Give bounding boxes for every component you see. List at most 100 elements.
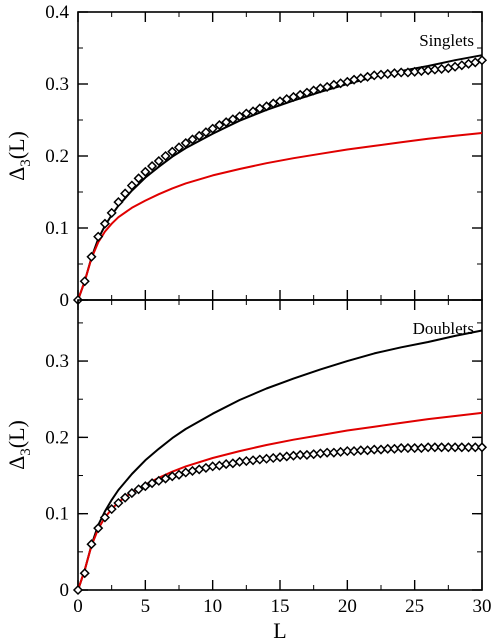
y-tick-label: 0.2 [45, 146, 69, 167]
y-tick-label: 0 [60, 290, 70, 311]
y-axis-label-main: Δ [4, 167, 29, 181]
diamond-marker [396, 442, 407, 454]
diamond-marker [402, 442, 413, 454]
y-axis-label: Δ3(L) [4, 420, 34, 470]
diamond-marker [450, 442, 461, 453]
x-tick-label: 0 [73, 596, 83, 617]
y-tick-label: 0.3 [45, 351, 69, 372]
diamond-marker [214, 119, 225, 131]
diamond-marker [227, 458, 238, 469]
diamond-marker [470, 442, 481, 453]
diamond-marker [120, 188, 131, 199]
diamond-marker [295, 449, 306, 460]
diamond-marker [214, 460, 225, 471]
diamond-marker [369, 444, 380, 455]
diamond-marker [79, 568, 90, 579]
diamond-marker [153, 155, 164, 167]
y-axis-label: Δ3(L) [4, 131, 34, 181]
diamond-marker [187, 465, 198, 477]
diamond-marker [93, 231, 104, 242]
x-tick-label: 15 [271, 596, 290, 617]
diamond-marker [382, 443, 393, 454]
x-tick-label: 5 [141, 596, 151, 617]
diamond-marker [227, 114, 238, 125]
diamond-marker [99, 512, 110, 523]
singlets-panel: 0 0.1 0.2 0.3 0.4 Δ3(L) Singlets [4, 2, 488, 311]
red-curve [77, 411, 483, 591]
diamond-marker [234, 111, 245, 122]
y-axis-label-tail: (L) [4, 420, 29, 448]
panel-label: Doublets [413, 319, 474, 338]
diamond-marker [113, 497, 124, 509]
diamond-marker [476, 55, 488, 66]
diamond-marker [113, 197, 124, 208]
diamond-marker [79, 276, 90, 287]
y-tick-label: 0 [60, 580, 70, 601]
diamond-marker [126, 488, 137, 499]
diamond-marker [200, 462, 211, 473]
diamond-marker [200, 127, 211, 138]
y-axis-label-tail: (L) [4, 131, 29, 159]
diamond-marker [450, 61, 461, 72]
diamond-marker [443, 442, 454, 453]
diamond-marker [106, 504, 117, 515]
diamond-marker [160, 150, 171, 162]
diamond-marker [322, 447, 333, 458]
diamond-marker [93, 523, 104, 534]
diamond-series [72, 442, 488, 596]
y-axis-label-main: Δ [4, 456, 29, 470]
diamond-marker [173, 142, 185, 153]
diamond-marker [463, 58, 474, 69]
diamond-marker [140, 481, 151, 492]
diamond-marker [429, 442, 440, 453]
diamond-marker [99, 218, 110, 229]
diamond-marker [147, 161, 158, 172]
diamond-marker [436, 442, 447, 453]
diamond-marker [194, 464, 205, 475]
diamond-marker [207, 123, 218, 134]
diamond-marker [106, 207, 117, 218]
diamond-marker [187, 134, 198, 145]
x-tick-label: 20 [338, 596, 357, 617]
y-tick-label: 0.1 [45, 504, 69, 525]
red-curve [77, 132, 483, 301]
x-tick-label: 30 [473, 596, 492, 617]
diamond-marker [409, 442, 420, 454]
y-tick-label: 0.4 [45, 2, 69, 23]
y-axis-label-sub: 3 [18, 448, 34, 456]
diamond-marker [423, 442, 434, 453]
diamond-marker [476, 442, 488, 453]
plot-frame [77, 11, 483, 301]
doublets-panel: 0 0.1 0.2 0.3 0 5 10 15 20 25 30 L Δ3(L) Doublets [4, 299, 492, 643]
diamond-marker [443, 63, 454, 74]
diamond-marker [261, 101, 272, 112]
x-tick-label: 10 [203, 596, 222, 617]
diamond-marker [140, 166, 151, 177]
diamond-marker [355, 445, 366, 456]
diamond-marker [120, 492, 131, 503]
diamond-marker [126, 180, 137, 191]
diamond-marker [133, 173, 144, 184]
diamond-marker [342, 446, 353, 457]
diamond-marker [167, 146, 178, 157]
panel-label: Singlets [419, 31, 474, 50]
diamond-marker [463, 442, 474, 453]
diamond-marker [194, 130, 205, 141]
diamond-marker [396, 67, 407, 78]
diamond-marker [86, 539, 97, 550]
x-axis-label: L [273, 618, 286, 643]
y-axis-label-sub: 3 [18, 159, 34, 167]
diamond-marker [86, 251, 97, 262]
diamond-marker [180, 137, 191, 149]
y-tick-label: 0.2 [45, 427, 69, 448]
y-tick-label: 0.3 [45, 74, 69, 95]
diamond-marker [456, 60, 467, 71]
y-tick-label: 0.1 [45, 218, 69, 239]
diamond-marker [72, 584, 84, 596]
diamond-marker [221, 117, 232, 128]
diamond-series [72, 55, 488, 306]
diamond-marker [248, 106, 259, 117]
x-tick-label: 25 [405, 596, 424, 617]
diamond-marker [456, 442, 467, 453]
